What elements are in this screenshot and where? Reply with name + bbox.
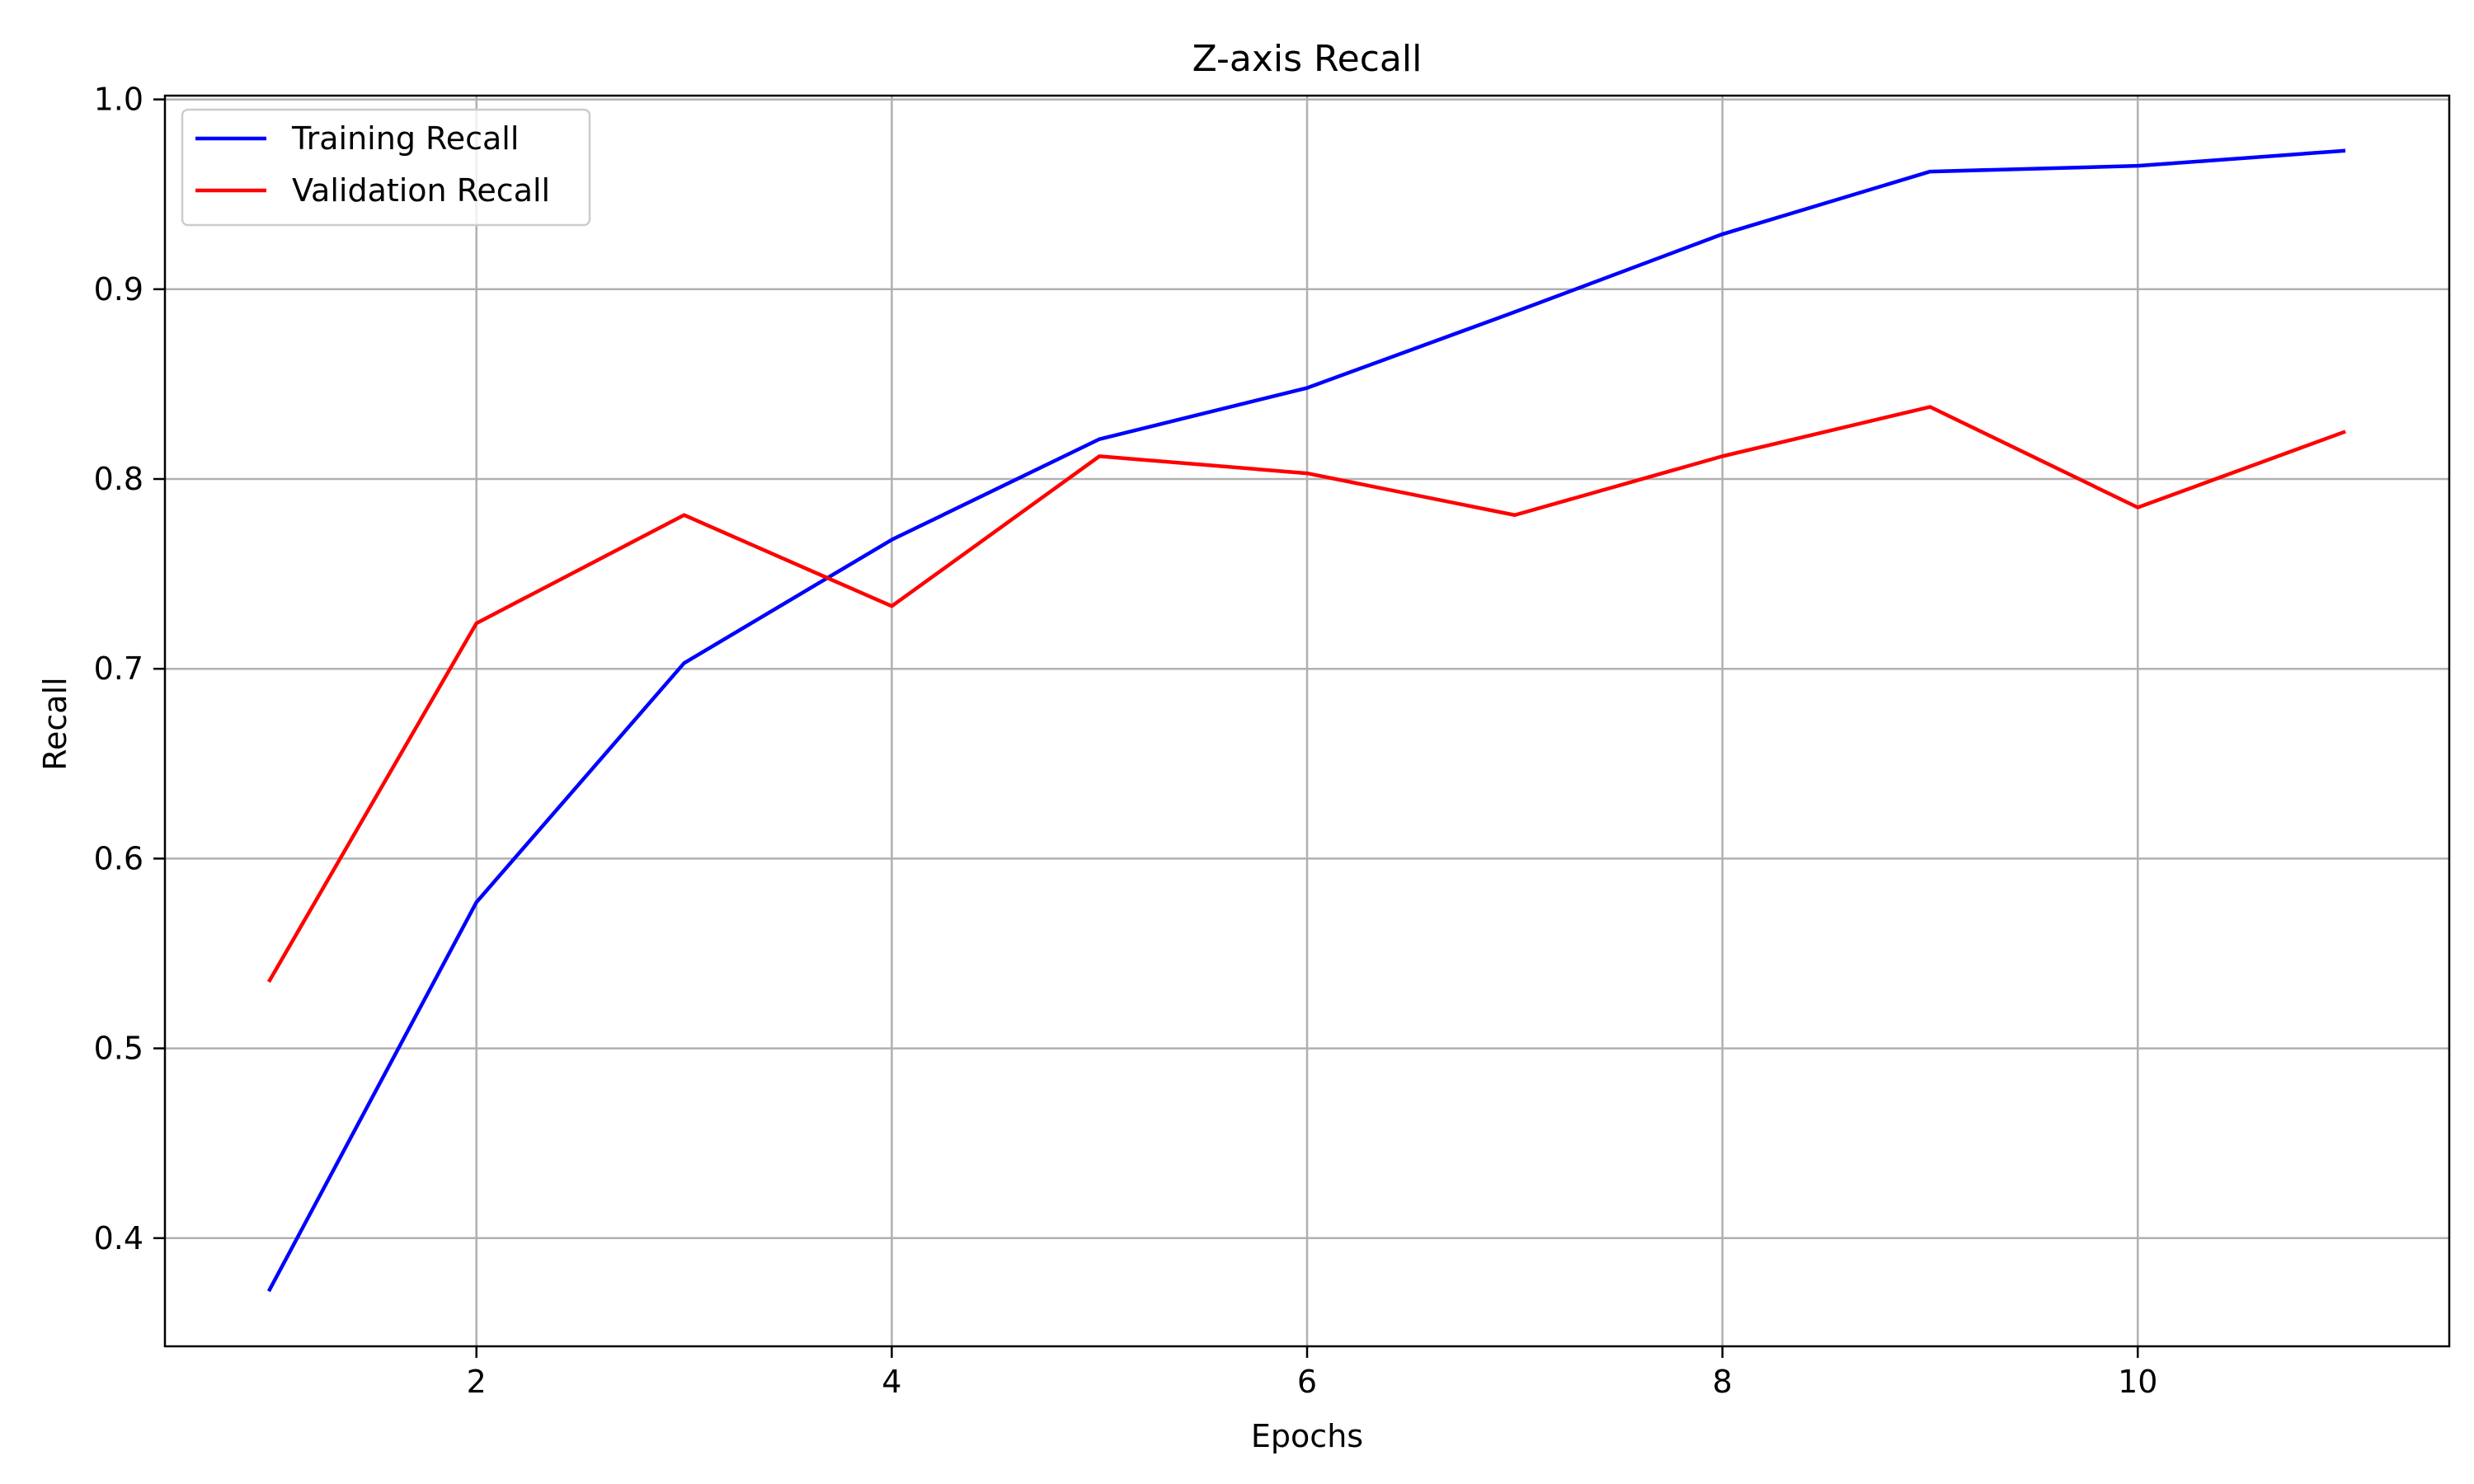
x-axis-label: Epochs	[1251, 1418, 1363, 1454]
y-tick-label: 0.4	[94, 1220, 143, 1256]
grid-layer	[165, 96, 2449, 1346]
y-tick-label: 0.5	[94, 1031, 143, 1067]
x-tick-label: 4	[882, 1364, 901, 1400]
y-axis-label: Recall	[37, 677, 73, 770]
legend-label-validation: Validation Recall	[292, 172, 550, 209]
legend-label-training: Training Recall	[291, 120, 519, 157]
series-line-training-recall	[266, 148, 2346, 1293]
y-tick-label: 1.0	[94, 82, 143, 118]
legend: Training Recall Validation Recall	[181, 108, 591, 227]
y-tick-label: 0.6	[94, 840, 143, 876]
series-layer	[266, 148, 2346, 1293]
y-tick-label: 0.7	[94, 650, 143, 687]
legend-box	[181, 108, 591, 227]
ticks-layer: 2 4 6 8 10 0.4 0.5 0.6 0.7 0.8 0.9 1.0	[94, 82, 2158, 1400]
series-line-validation-recall	[266, 405, 2346, 984]
chart-title: Z-axis Recall	[1192, 38, 1423, 80]
y-tick-label: 0.9	[94, 271, 143, 308]
x-tick-label: 8	[1713, 1364, 1733, 1400]
y-tick-label: 0.8	[94, 461, 143, 497]
x-tick-label: 2	[467, 1364, 487, 1400]
x-tick-label: 6	[1297, 1364, 1317, 1400]
x-tick-label: 10	[2118, 1364, 2157, 1400]
